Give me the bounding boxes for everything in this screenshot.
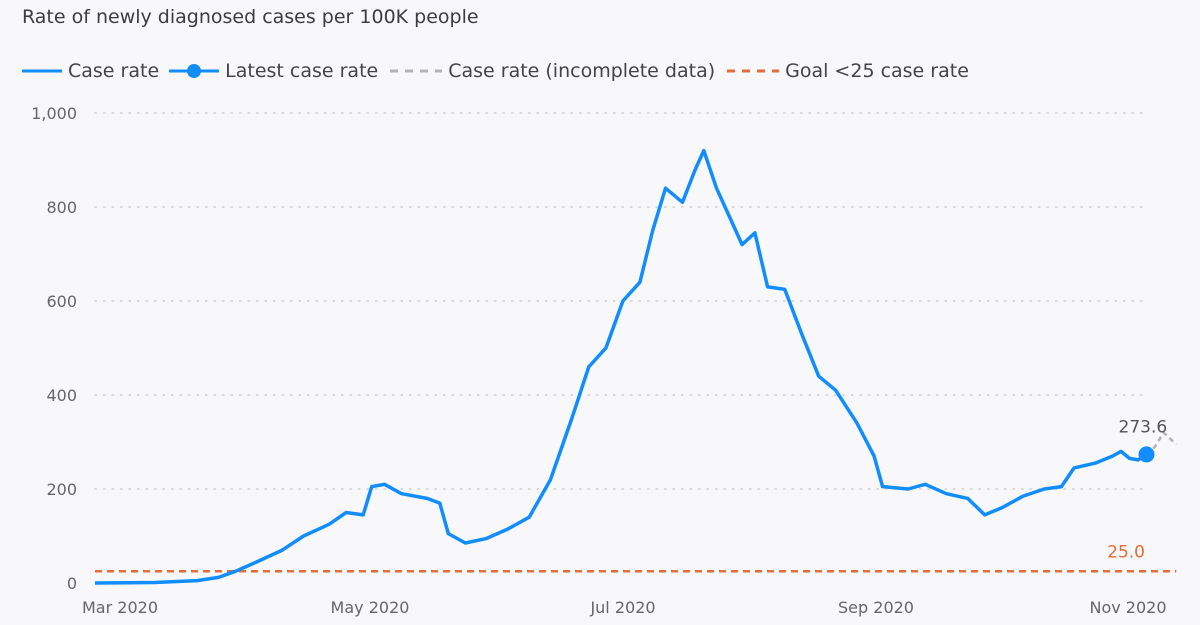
legend-item-goal[interactable]: Goal <25 case rate [725,60,969,82]
annotations: 273.6 25.0 [1107,417,1167,562]
x-tick-label: Jul 2020 [589,598,655,617]
y-tick-label: 600 [46,292,77,311]
x-tick-label: May 2020 [331,598,410,617]
x-tick-label: Sep 2020 [838,598,914,617]
goal-value-label: 25.0 [1107,542,1145,562]
line-with-marker-icon [169,64,220,78]
case-rate-line [94,148,1148,585]
legend-label-case-rate: Case rate [68,60,160,82]
legend-item-incomplete-data[interactable]: Case rate (incomplete data) [388,60,715,82]
x-axis: Mar 2020 May 2020 Jul 2020 Sep 2020 Nov 2020 [82,598,1167,617]
series [94,148,1178,585]
y-tick-label: 1,000 [31,104,77,123]
legend-label-incomplete-data: Case rate (incomplete data) [448,60,716,82]
legend-label-latest-case-rate: Latest case rate [225,60,379,82]
latest-value-label: 273.6 [1119,417,1168,437]
legend: Case rate Latest case rate Case rate (in… [22,57,979,85]
y-tick-label: 400 [46,386,77,405]
legend-item-case-rate[interactable]: Case rate [22,60,159,82]
chart-title: Rate of newly diagnosed cases per 100K p… [22,6,479,28]
incomplete-data-line [1145,430,1178,456]
x-tick-label: Nov 2020 [1089,598,1166,617]
legend-label-goal: Goal <25 case rate [785,60,969,82]
latest-case-rate-point [1138,446,1155,463]
x-tick-label: Mar 2020 [82,598,158,617]
legend-item-latest-case-rate[interactable]: Latest case rate [169,60,378,82]
y-tick-label: 0 [67,574,77,593]
solid-line-icon [22,69,62,73]
y-axis: 0 200 400 600 800 1,000 [31,104,77,593]
y-tick-label: 800 [46,198,77,217]
y-tick-label: 200 [46,480,77,499]
